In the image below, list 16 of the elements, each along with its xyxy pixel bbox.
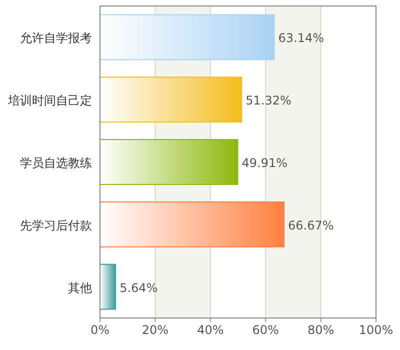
x-tick-label: 60% — [252, 323, 279, 337]
data-label: 63.14% — [278, 31, 324, 46]
data-label: 66.67% — [288, 218, 334, 232]
y-tick-label: 其他 — [68, 280, 92, 295]
data-label: 5.64% — [120, 280, 158, 295]
data-label: 51.32% — [246, 94, 292, 108]
y-tick-label: 培训时间自己定 — [7, 94, 92, 108]
x-tick-label: 80% — [307, 323, 334, 337]
x-tick-label: 20% — [142, 323, 169, 337]
x-tick-label: 0% — [90, 323, 110, 337]
y-tick-label: 学员自选教练 — [20, 156, 92, 170]
data-label: 49.91% — [242, 156, 288, 170]
x-tick-label: 40% — [197, 323, 224, 337]
x-tick-label: 100% — [358, 323, 394, 337]
y-tick-label: 先学习后付款 — [20, 218, 92, 232]
y-tick-label: 允许自学报考 — [20, 31, 92, 46]
